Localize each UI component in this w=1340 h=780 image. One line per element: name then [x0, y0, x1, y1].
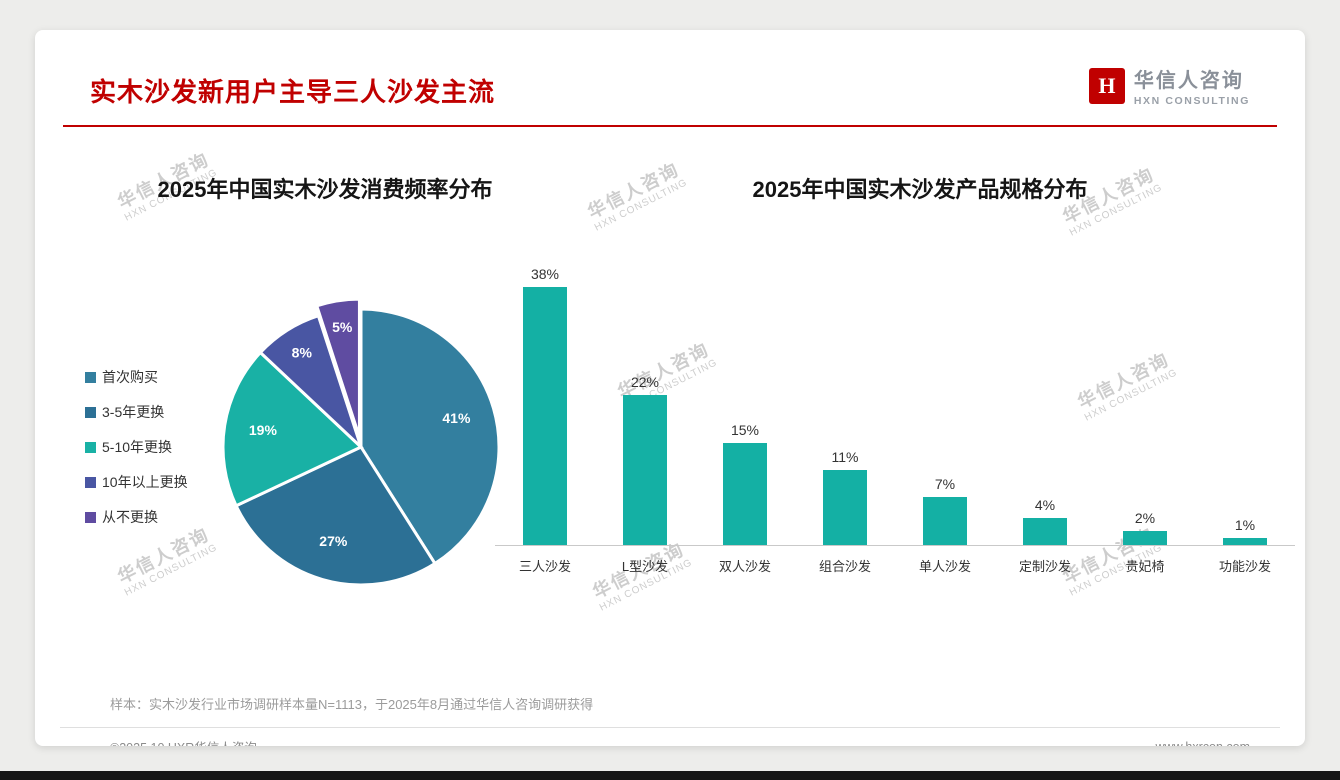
bar-group: 2% — [1095, 510, 1195, 545]
bar-category-label: 三人沙发 — [518, 559, 571, 574]
legend-label: 从不更换 — [102, 509, 158, 525]
pie-value-label: 19% — [249, 422, 278, 438]
legend-swatch — [85, 441, 96, 453]
bar-chart-section: 2025年中国实木沙发产品规格分布 38% 22% 15% 11% 7% 4% 2% 1% 三… — [495, 172, 1295, 602]
bar-group: 4% — [995, 497, 1095, 545]
website-text: www.hxrcon.com — [1156, 740, 1250, 747]
bar-value-label: 11% — [831, 449, 859, 466]
legend-item: 首次购买 — [85, 367, 197, 387]
charts-row: 2025年中国实木沙发消费频率分布 首次购买 3-5年更换 5-10年更换 10年以上… — [35, 172, 1305, 602]
page-title: 实木沙发新用户主导三人沙发主流 — [90, 77, 496, 107]
legend-swatch — [85, 406, 96, 418]
bottom-accent-bar — [0, 771, 1340, 780]
logo-name: 华信人咨询 — [1133, 70, 1244, 92]
bar-value-label: 7% — [934, 476, 956, 493]
bar-group: 7% — [895, 476, 995, 545]
pie-slice-3 — [258, 313, 363, 449]
legend-label: 10年以上更换 — [102, 474, 188, 490]
logo-subtitle: HXN CONSULTING — [1133, 95, 1250, 107]
bar — [1223, 538, 1267, 545]
pie-value-label: 41% — [442, 410, 471, 426]
bar-chart: 38% 22% 15% 11% 7% 4% 2% 1% — [495, 246, 1295, 546]
logo-mark-letter: H — [1098, 72, 1116, 98]
bar — [923, 497, 967, 545]
pie-slice-4 — [314, 297, 361, 438]
bar-category-label: L型沙发 — [621, 559, 669, 574]
logo-icon: H — [1088, 67, 1125, 104]
legend-swatch — [85, 371, 96, 383]
pie-chart: 41% 27% 19% 8% 5% — [221, 297, 501, 587]
pie-value-label: 8% — [292, 345, 313, 361]
pie-value-label: 5% — [332, 319, 353, 335]
legend-item: 3-5年更换 — [85, 402, 197, 422]
bar-value-label: 15% — [730, 422, 760, 438]
legend-item: 5-10年更换 — [85, 437, 197, 457]
pie-value-label: 27% — [319, 533, 348, 549]
bar — [823, 470, 867, 545]
bar-group: 11% — [795, 449, 895, 545]
bar-group: 1% — [1195, 517, 1295, 545]
slide-card: 华信人咨询 HXN CONSULTING 华信人咨询 HXN CONSULTING … — [35, 30, 1305, 746]
bar-group: 38% — [495, 266, 595, 545]
copyright-text: ©2025.10 HXR华信人咨询 — [110, 737, 257, 746]
bar-category-label: 贵妃椅 — [1125, 559, 1165, 574]
legend-label: 5-10年更换 — [102, 439, 173, 455]
bar-category-label: 单人沙发 — [918, 559, 971, 574]
pie-legend: 首次购买 3-5年更换 5-10年更换 10年以上更换 从不更换 — [85, 367, 197, 527]
bar-category-label: 定制沙发 — [1018, 559, 1071, 574]
bar — [623, 395, 667, 545]
legend-swatch — [85, 511, 96, 523]
bar-group: 15% — [695, 422, 795, 545]
bar-category-label: 功能沙发 — [1218, 559, 1271, 574]
pie-chart-title: 2025年中国实木沙发消费频率分布 — [157, 177, 493, 202]
bar-value-label: 4% — [1034, 496, 1056, 513]
bar — [723, 443, 767, 545]
pie-slice-2 — [221, 350, 364, 508]
bar-value-label: 2% — [1134, 510, 1156, 527]
bar-value-label: 22% — [630, 374, 660, 391]
legend-item: 从不更换 — [85, 507, 197, 527]
bar-value-label: 38% — [530, 265, 560, 282]
header: 实木沙发新用户主导三人沙发主流 H 华信人咨询 HXN CONSULTING — [35, 30, 1305, 109]
title-underline — [63, 125, 1277, 127]
bar — [1023, 517, 1067, 545]
logo: H 华信人咨询 HXN CONSULTING — [1088, 64, 1250, 107]
sample-note: 样本：实木沙发行业市场调研样本量N=1113，于2025年8月通过华信人咨询调研… — [110, 697, 594, 712]
legend-label: 3-5年更换 — [102, 404, 165, 420]
bar — [523, 286, 567, 545]
bar-group: 22% — [595, 374, 695, 545]
footer: ©2025.10 HXR华信人咨询 www.hxrcon.com — [35, 728, 1305, 747]
bar — [1123, 531, 1167, 545]
legend-item: 10年以上更换 — [85, 472, 197, 492]
bar-category-axis: 三人沙发 L型沙发 双人沙发 组合沙发 单人沙发 定制沙发 贵妃椅 功能沙发 — [495, 546, 1295, 575]
legend-swatch — [85, 476, 96, 488]
legend-label: 首次购买 — [102, 369, 158, 385]
pie-chart-section: 2025年中国实木沙发消费频率分布 首次购买 3-5年更换 5-10年更换 10年以上… — [85, 172, 501, 602]
bar-chart-title: 2025年中国实木沙发产品规格分布 — [752, 177, 1088, 202]
bar-category-label: 组合沙发 — [818, 559, 871, 574]
pie-slice-1 — [234, 445, 438, 587]
footer-divider — [60, 727, 1280, 728]
bar-value-label: 1% — [1234, 517, 1256, 534]
bar-category-label: 双人沙发 — [718, 559, 771, 574]
